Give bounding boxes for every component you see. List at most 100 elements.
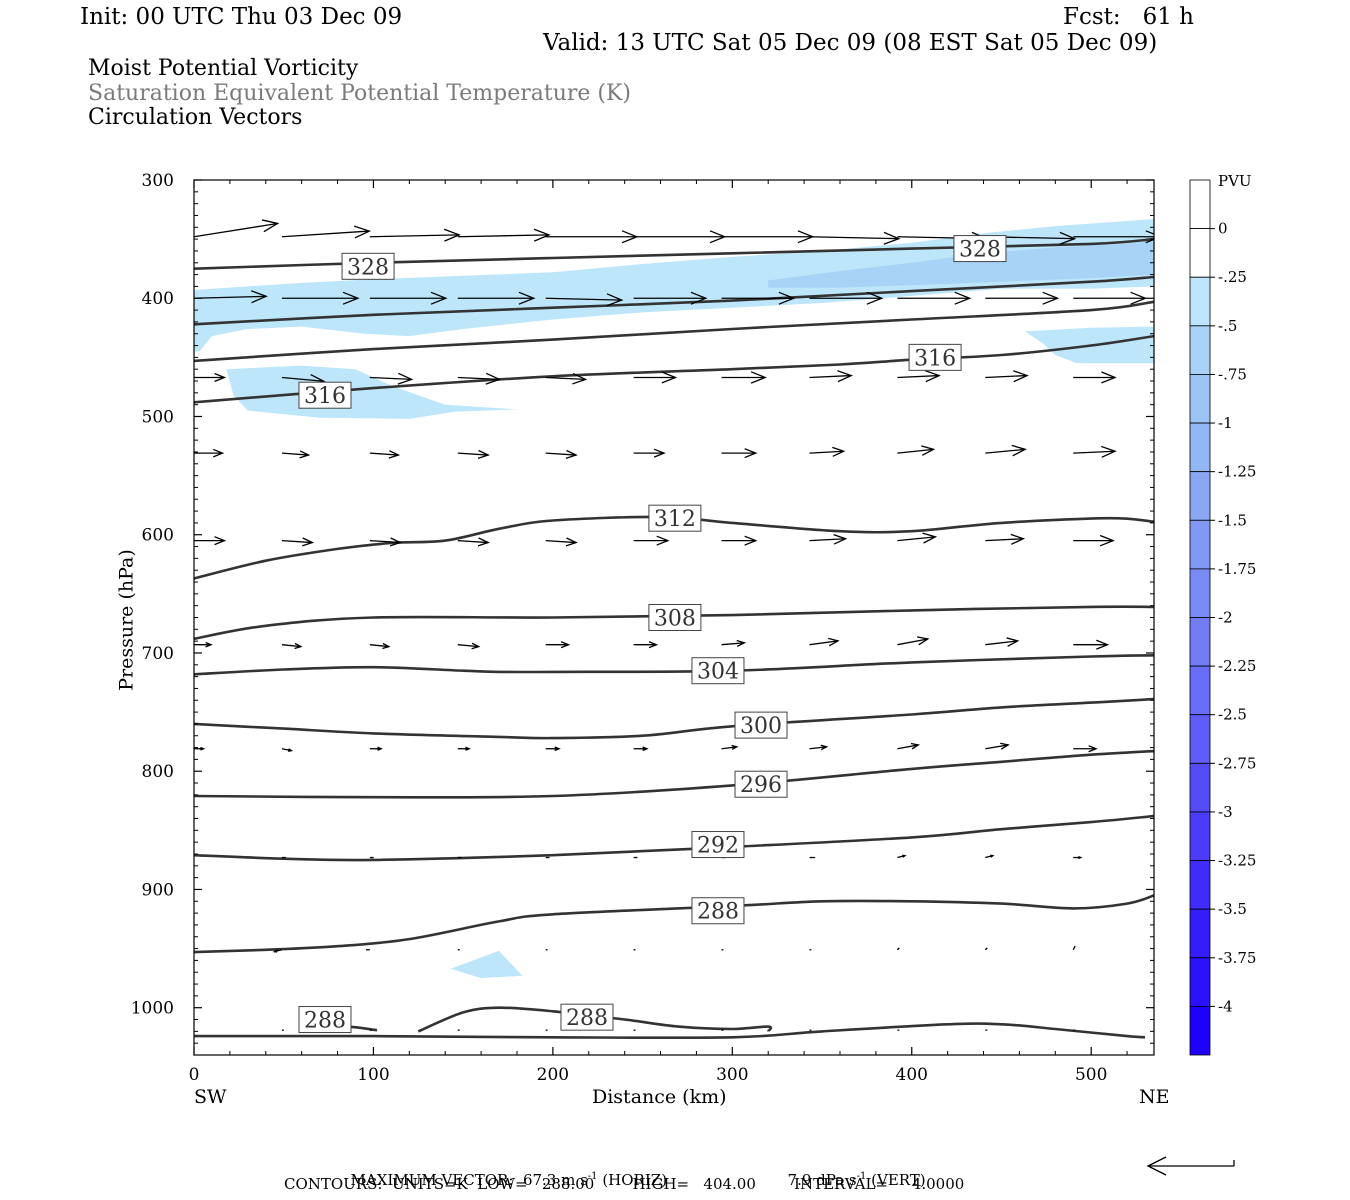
x-tick-label: 400 (896, 1065, 928, 1085)
circulation-vector (1073, 855, 1083, 860)
contour-label-text: 300 (740, 714, 782, 739)
circulation-vector (194, 536, 227, 546)
pv-region-2 (226, 365, 518, 419)
circulation-vector (721, 291, 796, 305)
colorbar-swatch (1189, 811, 1211, 861)
circulation-vector (1073, 445, 1117, 458)
circulation-vector (545, 537, 578, 547)
contour-label: 316 (298, 381, 352, 409)
circulation-vector (897, 370, 941, 383)
field-title-vectors: Circulation Vectors (88, 105, 303, 130)
contour-label-text: 304 (697, 660, 739, 685)
circulation-vector (809, 637, 840, 647)
colorbar-label: -1.25 (1218, 463, 1256, 481)
contour-label-text: 296 (740, 773, 782, 798)
colorbar-label: -.5 (1218, 317, 1237, 335)
circulation-vector (194, 641, 213, 648)
colorbar-label: 0 (1218, 220, 1228, 238)
colorbar-label: -4 (1218, 997, 1233, 1015)
circulation-vector (809, 744, 829, 751)
horiz-exponent: -1 (587, 1171, 598, 1182)
circulation-vector (1073, 291, 1148, 305)
contour-label-layer: 328 328 316 316 312 308 304 300 296 292 288 288 288 (298, 235, 1007, 1034)
footer-vert-vector: 7.9 dPa s-1 (VERT) (778, 1157, 926, 1188)
circulation-vector (721, 448, 758, 459)
colorbar-label: -2.5 (1218, 706, 1247, 724)
circulation-vector (369, 746, 384, 751)
contour-label-text: 288 (304, 1009, 346, 1034)
contour-label-text: 292 (697, 834, 739, 859)
circulation-vector (281, 642, 303, 650)
circulation-vector (633, 535, 670, 546)
circulation-vector (545, 372, 588, 385)
colorbar-swatch (1189, 276, 1211, 327)
colorbar-swatch (1189, 422, 1211, 473)
footer-contours: CONTOURS: UNITS=K LOW= 288.00 HIGH= 404.… (284, 1175, 965, 1193)
colorbar-label: -1.5 (1218, 511, 1247, 529)
circulation-vector (369, 291, 448, 305)
theta-e-contour-4 (194, 515, 1154, 580)
circulation-vector (985, 854, 995, 859)
colorbar-swatch (1189, 568, 1211, 618)
x-axis-right-end: NE (1139, 1086, 1170, 1108)
circulation-vector (369, 228, 461, 242)
x-axis-left-end: SW (194, 1086, 227, 1108)
colorbar-label: -.75 (1218, 365, 1247, 383)
circulation-vector (897, 291, 972, 305)
y-tick-label: 600 (142, 526, 174, 546)
circulation-vector (985, 533, 1026, 545)
x-tick-label: 100 (357, 1065, 389, 1085)
colorbar-swatch (1189, 665, 1211, 716)
colorbar-swatch (1189, 1005, 1211, 1056)
circulation-vector (897, 742, 921, 750)
x-tick-label: 300 (716, 1065, 748, 1085)
circulation-vector (985, 444, 1027, 457)
circulation-vector (633, 641, 659, 649)
circulation-vector (809, 534, 848, 545)
circulation-vector (457, 746, 471, 751)
circulation-vector (545, 746, 561, 752)
circulation-vector (369, 537, 402, 547)
circulation-vector (633, 291, 708, 305)
y-tick-label: 500 (142, 407, 174, 427)
colorbar-swatch (1189, 325, 1211, 375)
y-axis-title: Pressure (hPa) (115, 549, 138, 691)
contour-label: 312 (648, 504, 702, 532)
circulation-vector (809, 231, 901, 245)
contour-label-text: 288 (566, 1006, 608, 1031)
contour-label: 296 (734, 770, 788, 798)
colorbar-swatch (1189, 957, 1211, 1007)
circulation-vector (721, 535, 758, 546)
circulation-vector (457, 642, 481, 650)
circulation-vector (281, 450, 311, 459)
circulation-vector (281, 225, 372, 239)
theta-e-contour-6 (194, 654, 1154, 676)
circulation-vector (457, 372, 502, 385)
colorbar-label: -2.25 (1218, 657, 1256, 675)
contour-label-text: 312 (654, 507, 696, 532)
circulation-vector (194, 448, 225, 458)
circulation-vector (369, 450, 401, 459)
horiz-value: 67.3 m s (522, 1171, 588, 1189)
circulation-vector (984, 947, 988, 951)
theta-e-contour-7 (194, 697, 1154, 740)
theta-e-contour-2 (194, 300, 1154, 363)
circulation-vector (1073, 534, 1115, 547)
theta-e-contour-11 (194, 1022, 1146, 1040)
contour-label: 308 (648, 604, 702, 632)
circulation-vector (1073, 639, 1110, 650)
circulation-vector (194, 372, 227, 383)
vert-tag: (VERT) (871, 1171, 926, 1189)
circulation-vector (457, 449, 490, 459)
contour-label: 316 (908, 343, 962, 371)
colorbar-swatch (1189, 179, 1211, 230)
contour-label-text: 308 (654, 607, 696, 632)
circulation-vector (545, 230, 639, 244)
contour-label-text: 316 (304, 384, 346, 409)
circulation-vector (457, 537, 490, 547)
circulation-vector (721, 744, 739, 751)
circulation-vector (545, 641, 571, 649)
circulation-vector (1073, 371, 1117, 384)
circulation-vector (369, 372, 414, 385)
